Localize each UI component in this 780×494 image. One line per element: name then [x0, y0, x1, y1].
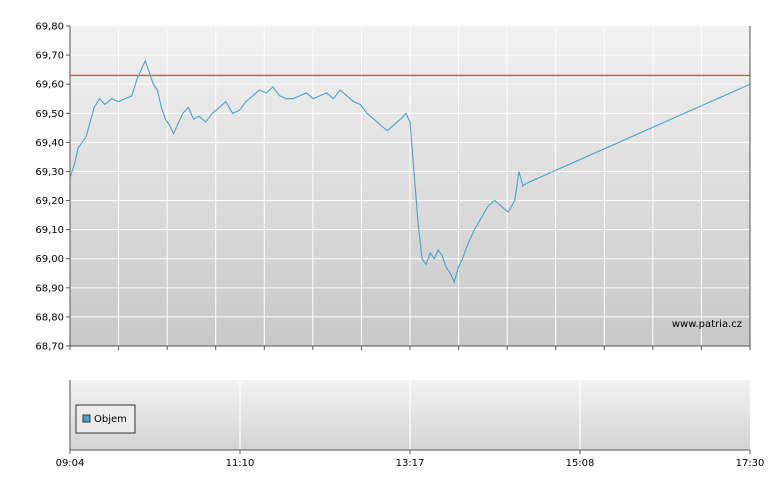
legend-label-objem: Objem [94, 414, 127, 425]
y-tick-label: 69,30 [35, 167, 64, 178]
y-tick-label: 69,50 [35, 109, 64, 120]
y-tick-label: 69,00 [35, 254, 64, 265]
y-tick-label: 68,80 [35, 312, 64, 323]
y-tick-label: 69,40 [35, 138, 64, 149]
price-vertical-grid [118, 26, 702, 346]
volume-vertical-grid [239, 380, 581, 450]
y-tick-label: 68,70 [35, 342, 64, 353]
y-axis-tick-labels: 69,80 69,70 69,60 69,50 69,40 69,30 69,20 69,10… [35, 22, 64, 353]
y-axis-ticks [66, 25, 70, 347]
y-tick-label: 68,90 [35, 283, 64, 294]
series-price-line [69, 59, 751, 284]
y-tick-label: 69,20 [35, 196, 64, 207]
volume-panel: Objem 09:04 11:10 13:17 15:08 17:30 [56, 380, 765, 469]
x-tick-label: 17:30 [736, 458, 765, 469]
x-axis-tick-labels: 09:04 11:10 13:17 15:08 17:30 [56, 450, 765, 469]
x-tick-label: 13:17 [396, 458, 425, 469]
x-tick-label: 09:04 [56, 458, 85, 469]
legend: Objem [75, 404, 136, 434]
x-tick-label: 15:08 [566, 458, 595, 469]
y-tick-label: 69,60 [35, 80, 64, 91]
y-tick-label: 69,10 [35, 225, 64, 236]
watermark: www.patria.cz [672, 319, 742, 330]
y-tick-label: 69,80 [35, 22, 64, 33]
legend-swatch-objem [82, 414, 91, 423]
price-x-axis-ticks [69, 26, 751, 350]
y-tick-label: 69,70 [35, 51, 64, 62]
x-tick-label: 11:10 [226, 458, 255, 469]
price-panel: 69,80 69,70 69,60 69,50 69,40 69,30 69,20 69,10… [35, 22, 751, 353]
